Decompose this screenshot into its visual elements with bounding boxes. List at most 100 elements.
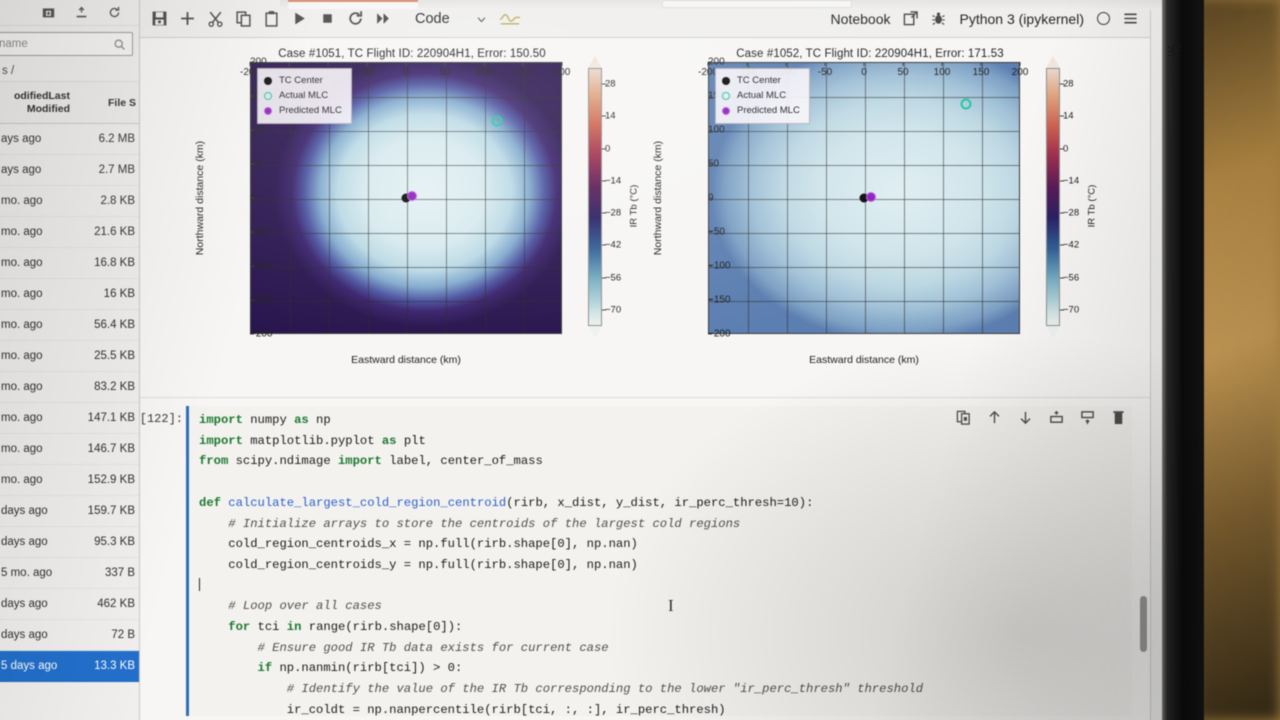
code-line: import matplotlib.pyplot as plt bbox=[199, 433, 426, 448]
run-icon[interactable] bbox=[291, 10, 308, 27]
colorbar-tick-mark bbox=[1060, 244, 1064, 246]
file-row[interactable]: mo. ago 152.9 KB bbox=[0, 465, 139, 496]
y-axis-tick-mark bbox=[708, 95, 712, 97]
x-axis-tick-label: 150 bbox=[514, 67, 532, 78]
cell-output-figures: Case #1051, TC Flight ID: 220904H1, Erro… bbox=[140, 38, 1150, 398]
colorbar-tick-label: −42 bbox=[605, 239, 622, 251]
colorbar: IR Tb (°C) 28 14 0 −14 −28 −42 −56 −70 bbox=[1046, 56, 1098, 338]
debugger-bug-icon[interactable] bbox=[931, 11, 946, 26]
secondary-tab[interactable] bbox=[662, 0, 852, 8]
file-row[interactable]: mo. ago 146.7 KB bbox=[0, 434, 139, 465]
x-axis-tick-mark bbox=[980, 62, 982, 66]
new-folder-icon[interactable] bbox=[42, 6, 55, 19]
colorbar-label: IR Tb (°C) bbox=[628, 184, 640, 228]
file-row[interactable]: mo. ago 147.1 KB bbox=[0, 403, 139, 434]
x-axis-tick-mark bbox=[288, 62, 290, 66]
external-link-icon[interactable] bbox=[903, 11, 919, 26]
colorbar-label: IR Tb (°C) bbox=[1086, 184, 1098, 228]
save-icon[interactable] bbox=[151, 10, 168, 27]
file-row[interactable]: mo. ago 25.5 KB bbox=[0, 341, 139, 372]
file-last-modified: ays ago bbox=[1, 164, 42, 176]
colorbar-tick-label: −56 bbox=[605, 272, 622, 284]
predicted-mlc-point bbox=[407, 190, 418, 201]
file-size: 337 B bbox=[104, 567, 135, 579]
file-size: 16.8 KB bbox=[94, 257, 135, 269]
y-axis-tick-mark bbox=[708, 163, 712, 165]
debugger-sidebar-icon[interactable] bbox=[1166, 42, 1182, 58]
restart-kernel-icon[interactable] bbox=[347, 10, 364, 27]
paste-icon[interactable] bbox=[263, 10, 280, 27]
file-row[interactable]: mo. ago 83.2 KB bbox=[0, 372, 139, 403]
code-line bbox=[199, 576, 1124, 597]
insert-cell-above-icon[interactable] bbox=[1049, 410, 1064, 425]
colorbar-tick-mark bbox=[602, 277, 606, 279]
file-size: 2.7 MB bbox=[98, 164, 135, 176]
right-sidebar[interactable] bbox=[1150, 0, 1162, 720]
code-line: if np.nanmin(rirb[tci]) > 0: bbox=[257, 661, 463, 676]
file-last-modified: mo. ago bbox=[1, 319, 43, 331]
cut-icon[interactable] bbox=[207, 10, 224, 27]
code-line: def calculate_largest_cold_region_centro… bbox=[199, 495, 814, 510]
file-size: 462 KB bbox=[97, 598, 135, 610]
y-axis-tick-mark bbox=[250, 333, 254, 335]
file-list: ays ago 6.2 MB ays ago 2.7 MB mo. ago 2.8 KB m… bbox=[0, 124, 139, 682]
file-row[interactable]: mo. ago 56.4 KB bbox=[0, 310, 139, 341]
breadcrumb[interactable]: s / bbox=[0, 60, 139, 82]
kernel-idle-icon[interactable] bbox=[1097, 12, 1110, 25]
file-row[interactable]: mo. ago 16.8 KB bbox=[0, 248, 139, 279]
colorbar-tick-mark bbox=[602, 148, 606, 150]
menu-icon[interactable] bbox=[1123, 11, 1138, 26]
notebook-scrollbar[interactable] bbox=[1140, 596, 1147, 652]
x-axis-tick-label: 50 bbox=[897, 67, 909, 78]
code-cell[interactable]: [122]: bbox=[140, 406, 1132, 717]
move-cell-up-icon[interactable] bbox=[987, 410, 1002, 425]
column-header-last-modified[interactable]: odifiedLast Modified bbox=[13, 90, 70, 115]
cell-type-selector[interactable]: Code bbox=[415, 11, 487, 27]
file-row[interactable]: 5 days ago 13.3 KB bbox=[0, 651, 139, 682]
file-search-input[interactable]: name bbox=[0, 32, 133, 56]
x-axis-tick-label: -50 bbox=[817, 67, 833, 78]
refresh-icon[interactable] bbox=[108, 6, 121, 19]
gridline-horizontal bbox=[709, 267, 1019, 268]
move-cell-down-icon[interactable] bbox=[1018, 410, 1033, 425]
duplicate-cell-icon[interactable] bbox=[956, 410, 971, 425]
file-row[interactable]: days ago 72 B bbox=[0, 620, 139, 651]
column-header-file-size[interactable]: File S bbox=[107, 96, 136, 109]
insert-cell-below-icon[interactable] bbox=[1080, 410, 1095, 425]
file-row[interactable]: days ago 95.3 KB bbox=[0, 527, 139, 558]
delete-cell-icon[interactable] bbox=[1111, 410, 1126, 425]
y-axis-tick-mark bbox=[250, 265, 254, 267]
kernel-name-label[interactable]: Python 3 (ipykernel) bbox=[959, 10, 1084, 27]
x-axis-tick-mark bbox=[1019, 62, 1021, 66]
code-line: ir_coldt = np.nanpercentile(rirb[tci, :,… bbox=[199, 702, 726, 717]
file-last-modified: days ago bbox=[1, 629, 48, 641]
restart-and-run-all-icon[interactable] bbox=[375, 10, 392, 27]
file-row[interactable]: mo. ago 16 KB bbox=[0, 279, 139, 310]
file-row[interactable]: ays ago 2.7 MB bbox=[0, 155, 139, 186]
notebook-tab[interactable] bbox=[288, 0, 418, 9]
x-axis-tick-mark bbox=[405, 62, 407, 66]
stop-icon[interactable] bbox=[319, 10, 336, 27]
file-size: 95.3 KB bbox=[94, 536, 135, 548]
upload-icon[interactable] bbox=[75, 6, 88, 19]
gridline-horizontal bbox=[709, 131, 1019, 132]
desk-background bbox=[1196, 0, 1280, 720]
file-row[interactable]: days ago 462 KB bbox=[0, 589, 139, 620]
legend-label: Predicted MLC bbox=[279, 105, 342, 116]
file-row[interactable]: ays ago 6.2 MB bbox=[0, 124, 139, 155]
copy-icon[interactable] bbox=[235, 10, 252, 27]
file-row[interactable]: mo. ago 2.8 KB bbox=[0, 186, 139, 217]
file-row[interactable]: mo. ago 21.6 KB bbox=[0, 217, 139, 248]
text-cursor: I bbox=[668, 596, 674, 615]
colorbar-extend-bottom bbox=[1046, 326, 1060, 338]
code-editor[interactable]: import numpy as np import matplotlib.pypl… bbox=[199, 410, 1124, 720]
colorbar-tick-mark bbox=[602, 180, 606, 182]
file-last-modified: 5 mo. ago bbox=[1, 567, 53, 579]
legend-entry: Actual MLC bbox=[264, 88, 342, 103]
file-row[interactable]: 5 mo. ago 337 B bbox=[0, 558, 139, 589]
add-cell-icon[interactable] bbox=[179, 10, 196, 27]
legend-label: Actual MLC bbox=[737, 90, 787, 101]
colorbar-tick-mark bbox=[1060, 277, 1064, 279]
file-row[interactable]: days ago 159.7 KB bbox=[0, 496, 139, 527]
file-size: 21.6 KB bbox=[94, 226, 135, 238]
